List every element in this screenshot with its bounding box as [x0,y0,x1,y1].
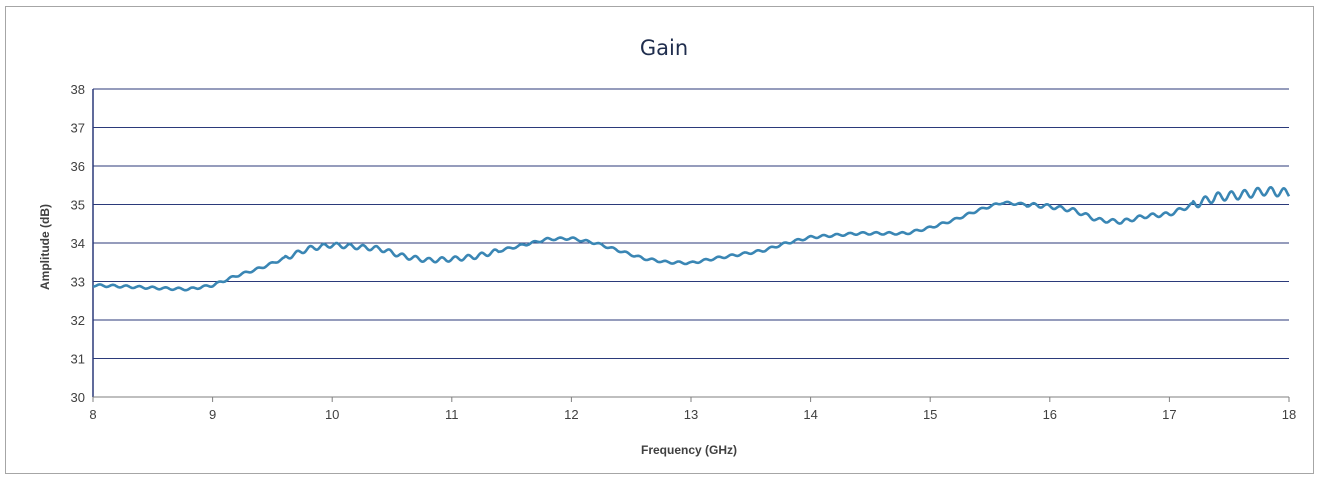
y-tick-label: 36 [71,159,85,174]
x-tick-label: 14 [803,407,817,422]
x-tick-labels: 8 9 10 11 12 13 14 15 16 17 18 [89,397,1296,422]
y-tick-label: 34 [71,236,85,251]
y-tick-label: 35 [71,198,85,213]
x-tick-label: 17 [1162,407,1176,422]
x-tick-label: 13 [684,407,698,422]
series-line-0 [92,186,1291,292]
y-tick-label: 30 [71,390,85,405]
gridlines [92,88,1289,398]
gain-chart: Gain Amplitude (dB) Frequency (GHz) 30 31… [38,36,1296,457]
x-tick-label: 18 [1282,407,1296,422]
chart-title: Gain [640,36,688,60]
x-tick-label: 15 [923,407,937,422]
x-tick-label: 12 [564,407,578,422]
x-tick-label: 11 [445,407,459,422]
y-axis-title: Amplitude (dB) [38,204,52,290]
y-tick-label: 37 [71,121,85,136]
y-tick-labels: 30 31 32 33 34 35 36 37 38 [71,82,85,405]
y-tick-label: 33 [71,275,85,290]
x-tick-label: 8 [89,407,96,422]
y-tick-label: 31 [71,352,85,367]
chart-frame: Gain Amplitude (dB) Frequency (GHz) 30 31… [5,6,1314,474]
y-tick-label: 38 [71,82,85,97]
x-axis-title: Frequency (GHz) [641,443,737,457]
x-tick-label: 10 [325,407,339,422]
series-layer [92,186,1291,292]
y-tick-label: 32 [71,313,85,328]
x-tick-label: 16 [1043,407,1057,422]
x-tick-label: 9 [209,407,216,422]
